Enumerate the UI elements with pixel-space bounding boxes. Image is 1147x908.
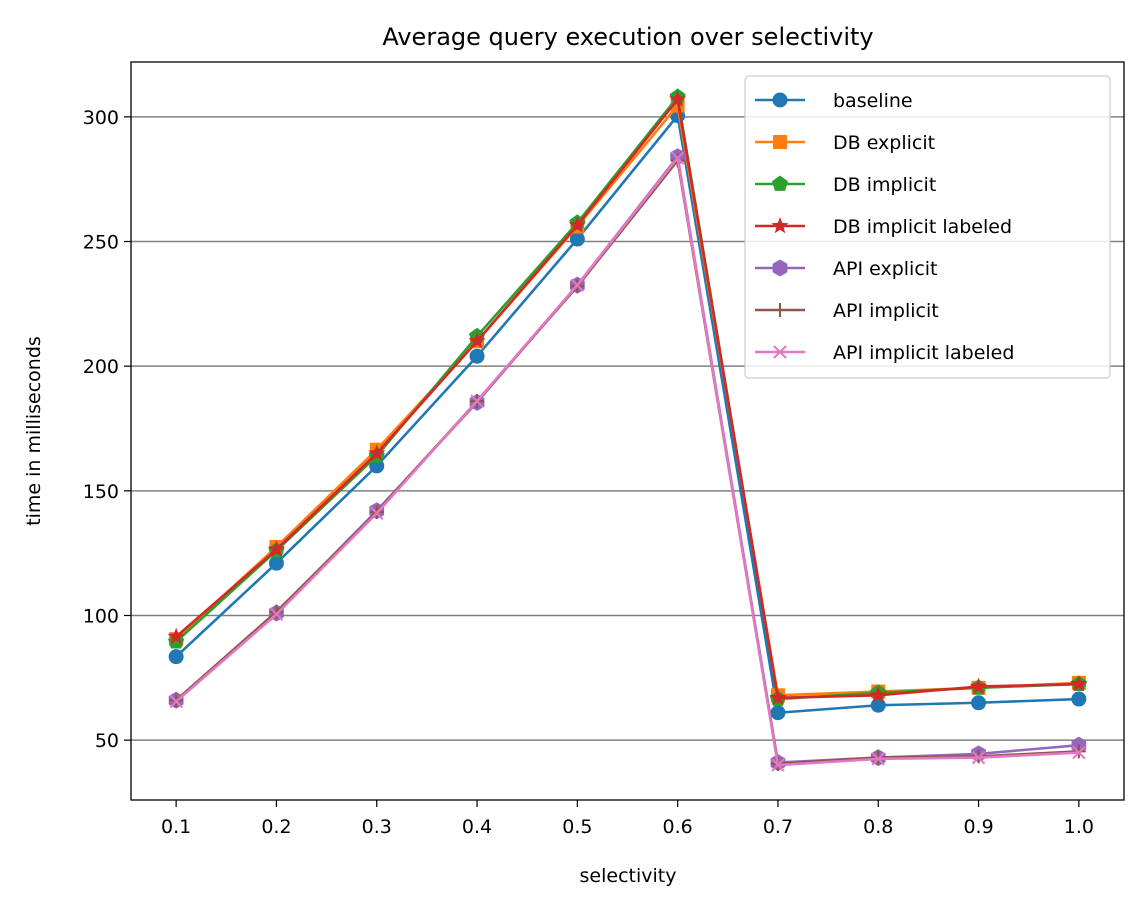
- x-tick-label: 0.1: [161, 816, 191, 838]
- legend-marker: [772, 259, 788, 277]
- series-line: [175, 114, 1079, 715]
- legend-marker: [771, 175, 789, 191]
- data-point-marker: [368, 444, 386, 461]
- series-line: [175, 98, 1079, 700]
- legend-label: API implicit labeled: [833, 342, 1014, 364]
- data-point-marker: [1072, 745, 1086, 760]
- legend-marker: [771, 217, 789, 234]
- legend-label: DB implicit: [833, 174, 936, 196]
- data-point-marker: [167, 627, 185, 644]
- y-tick-label: 300: [83, 107, 119, 129]
- legend-marker: [773, 135, 787, 149]
- x-tick-label: 0.4: [462, 816, 492, 838]
- legend-label: baseline: [833, 90, 913, 112]
- x-tick-label: 0.3: [362, 816, 392, 838]
- data-point-marker: [971, 695, 987, 711]
- data-point-marker: [468, 332, 486, 349]
- data-point-marker: [770, 705, 786, 721]
- plot-frame: [130, 61, 1125, 801]
- data-point-marker: [570, 278, 585, 292]
- data-point-marker: [470, 394, 484, 408]
- data-point-marker: [769, 688, 787, 706]
- data-point-marker: [370, 506, 384, 520]
- x-tick-label: 0.8: [863, 816, 893, 838]
- y-tick-label: 50: [95, 730, 119, 752]
- data-point-marker: [871, 752, 885, 766]
- chart-title: Average query execution over selectivity: [382, 23, 873, 51]
- y-axis-label: time in milliseconds: [23, 336, 45, 526]
- data-point-marker: [267, 540, 285, 557]
- data-point-marker: [169, 694, 183, 709]
- legend-marker: [773, 345, 787, 359]
- data-point-marker: [269, 604, 284, 619]
- y-tick-label: 200: [83, 356, 119, 378]
- x-tick-label: 0.9: [963, 816, 993, 838]
- y-tick-label: 150: [83, 481, 119, 503]
- x-tick-label: 0.6: [663, 816, 693, 838]
- data-point-marker: [771, 758, 785, 772]
- data-point-marker: [869, 686, 887, 703]
- y-tick-label: 250: [83, 232, 119, 254]
- data-point-marker: [1070, 675, 1088, 692]
- data-point-marker: [1071, 691, 1087, 707]
- legend-box: [744, 75, 1111, 379]
- data-point-marker: [669, 90, 687, 107]
- legend-label: API explicit: [833, 258, 938, 280]
- x-tick-label: 0.2: [261, 816, 291, 838]
- data-point-marker: [568, 216, 586, 233]
- data-point-marker: [670, 151, 685, 165]
- y-tick-label: 100: [83, 606, 119, 628]
- legend-marker: [772, 92, 788, 108]
- legend: baseline DB explicit DB implicit DB implici…: [744, 75, 1111, 379]
- data-point-marker: [569, 231, 585, 247]
- legend-label: DB implicit labeled: [833, 216, 1012, 238]
- data-point-marker: [971, 750, 986, 765]
- series-line: [175, 156, 1079, 767]
- x-axis-label: selectivity: [580, 865, 677, 887]
- legend-marker: [773, 303, 787, 317]
- legend-label: DB explicit: [833, 132, 935, 154]
- data-point-marker: [970, 677, 988, 694]
- x-tick-label: 0.7: [763, 816, 793, 838]
- x-tick-label: 1.0: [1064, 816, 1094, 838]
- legend-label: API implicit: [833, 300, 939, 322]
- data-point-marker: [268, 555, 284, 571]
- data-point-marker: [168, 649, 184, 665]
- data-point-marker: [870, 697, 886, 713]
- x-tick-label: 0.5: [562, 816, 592, 838]
- data-point-marker: [469, 348, 485, 364]
- data-point-marker: [269, 607, 284, 621]
- plot-area: 50 100 150 200 250 300 0.1 0.2 0.3 0.4 0.5 0.6 0.7 0.…: [83, 61, 1125, 838]
